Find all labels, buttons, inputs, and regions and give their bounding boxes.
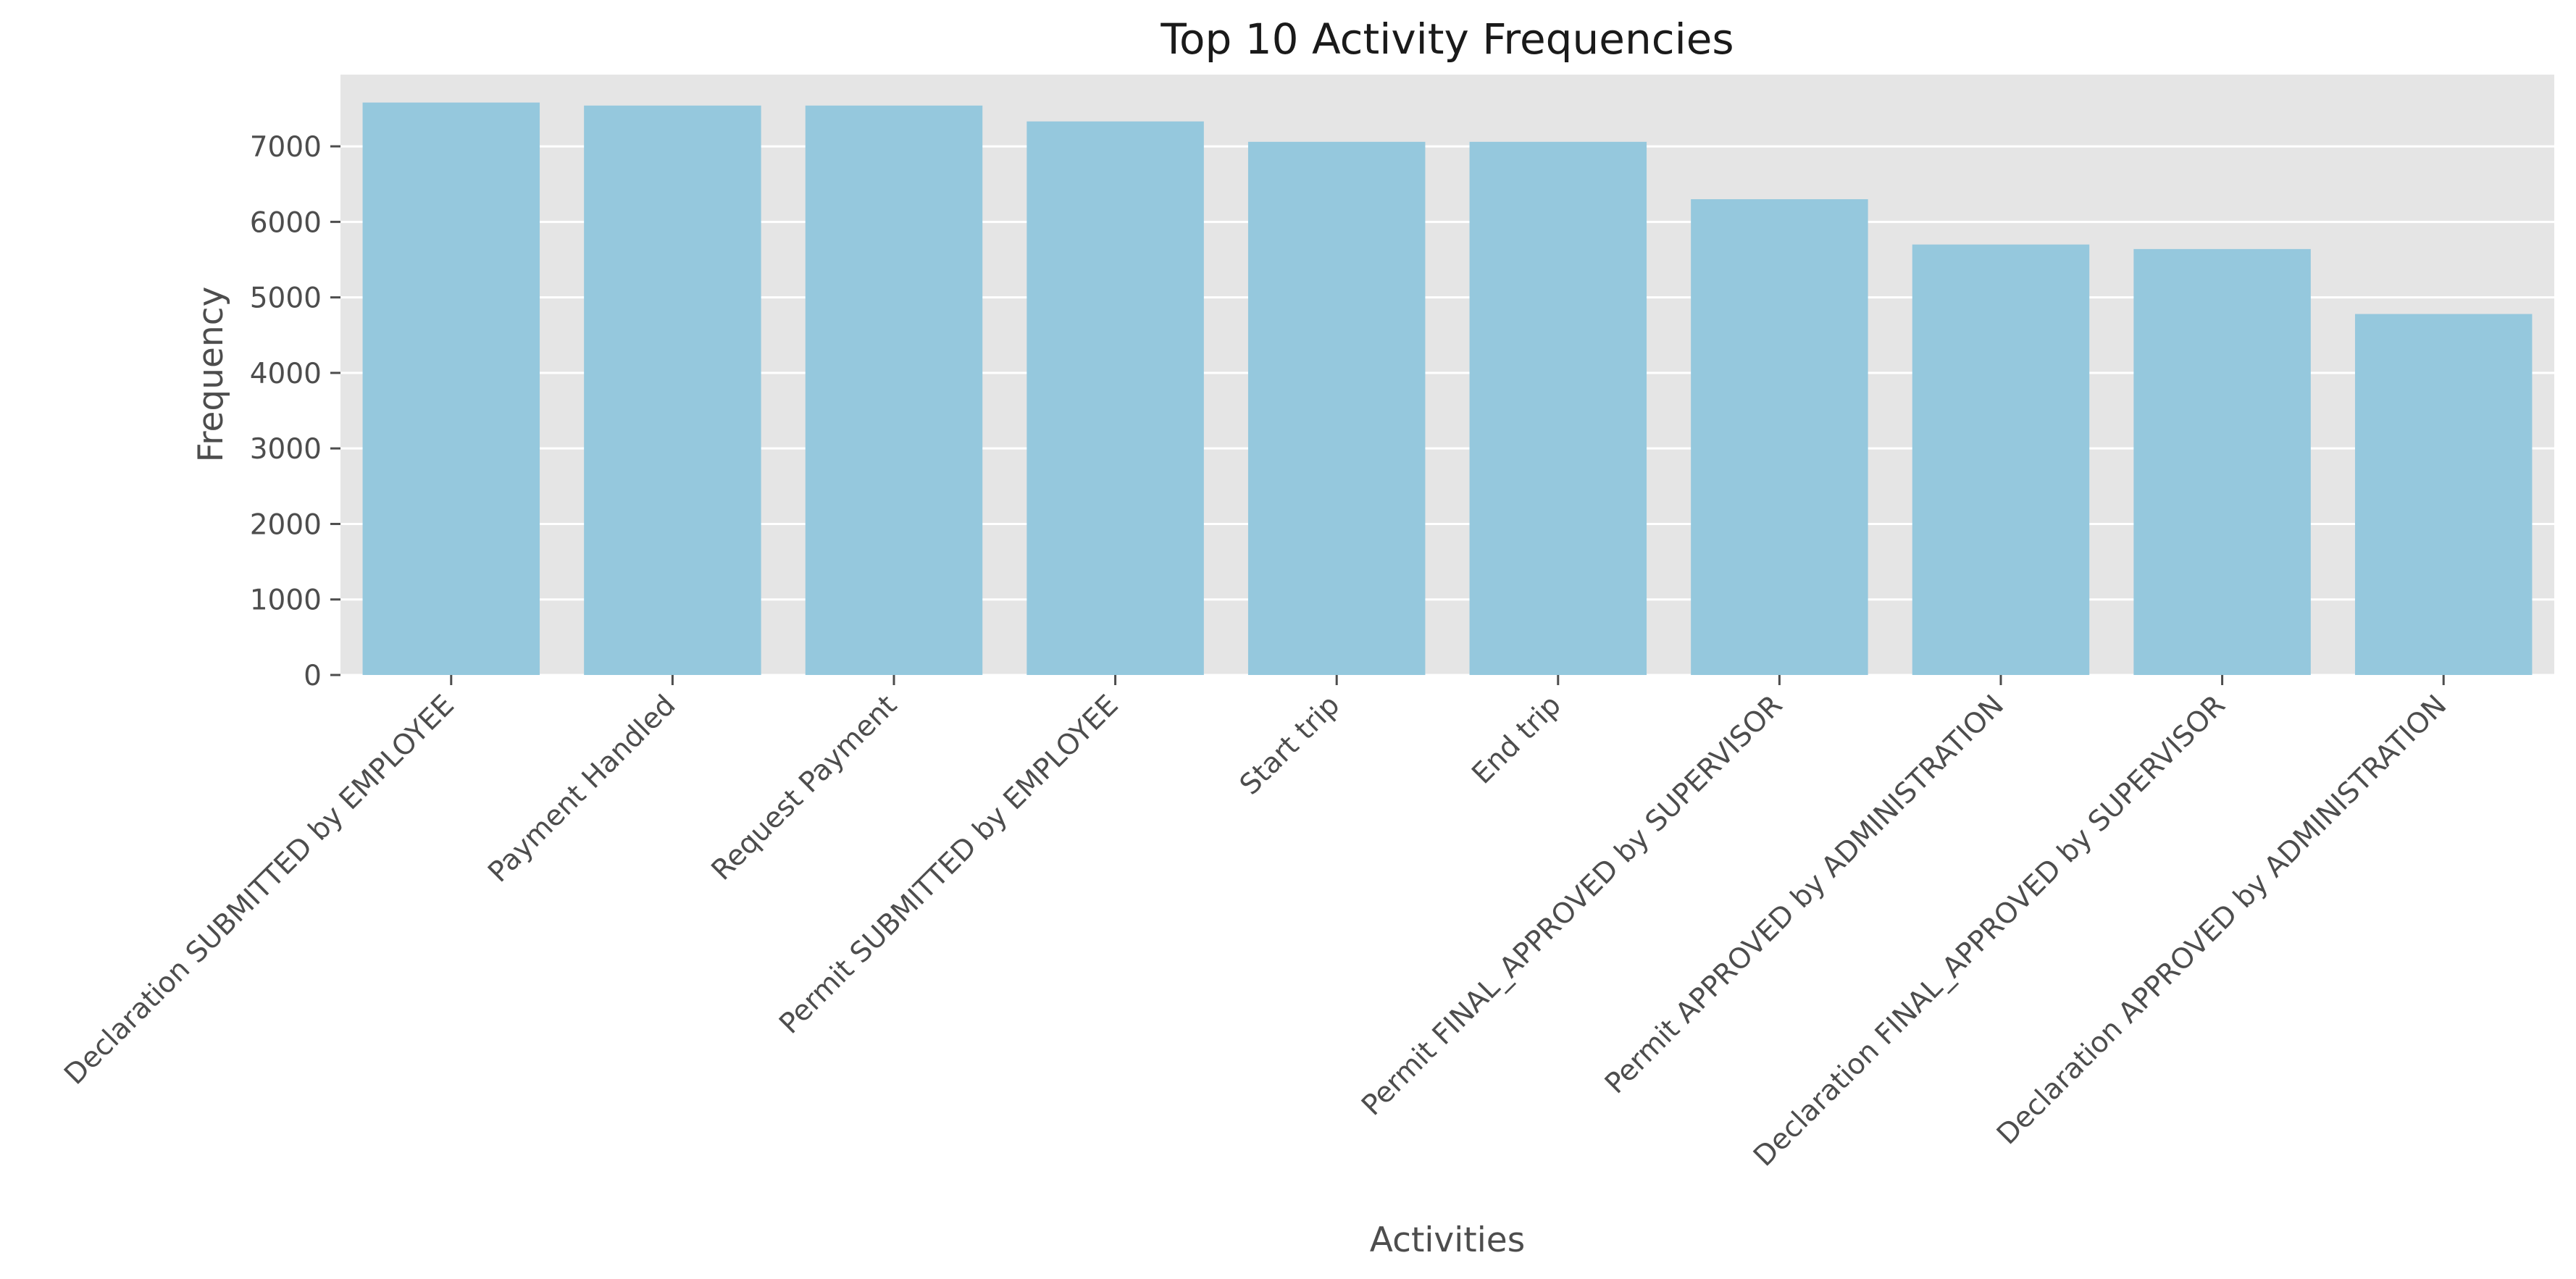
y-tick-label: 3000 [250,433,322,466]
y-tick-label: 1000 [250,584,322,617]
y-tick-label: 5000 [250,282,322,315]
bars [362,102,2533,676]
bar [584,105,761,675]
y-tick-label: 0 [304,660,322,692]
bar [362,102,540,675]
y-axis-label: Frequency [191,287,231,463]
bar [1912,244,2090,675]
bar [805,105,983,675]
chart-title: Top 10 Activity Frequencies [1160,14,1734,64]
bar [2354,314,2533,675]
y-tick-label: 7000 [250,131,322,164]
x-axis-label: Activities [1370,1220,1525,1260]
bar [1469,141,1647,676]
y-axis-ticks: 0 1000 2000 3000 4000 5000 6000 7000 [250,131,340,692]
y-tick-label: 4000 [250,358,322,390]
bar [1691,199,1868,675]
bar [1026,121,1204,676]
y-tick-label: 2000 [250,508,322,541]
bar [1247,141,1426,676]
y-tick-label: 6000 [250,206,322,239]
bar [2133,248,2311,675]
